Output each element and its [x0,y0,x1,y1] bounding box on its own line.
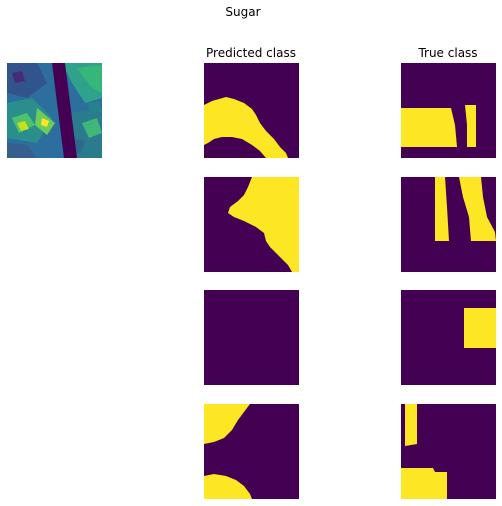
satellite-cloud-image [7,63,102,158]
true-mask-1-panel [401,63,496,158]
true-mask-4 [401,404,496,499]
predicted-mask-4 [204,404,299,499]
true-mask-4-panel [401,404,496,499]
input-image-panel [7,63,102,158]
predicted-mask-2 [204,177,299,272]
predicted-mask-4-panel [204,404,299,499]
predicted-class-header: Predicted class [206,46,296,60]
true-class-header: True class [418,46,478,60]
true-mask-2-panel [401,177,496,272]
figure-title: Sugar [225,5,261,19]
predicted-mask-3-panel [204,290,299,385]
predicted-mask-1-panel [204,63,299,158]
true-mask-3 [401,290,496,385]
predicted-mask-3 [204,290,299,385]
predicted-mask-1 [204,63,299,158]
true-mask-2 [401,177,496,272]
true-mask-3-panel [401,290,496,385]
predicted-mask-2-panel [204,177,299,272]
true-mask-1 [401,63,496,158]
